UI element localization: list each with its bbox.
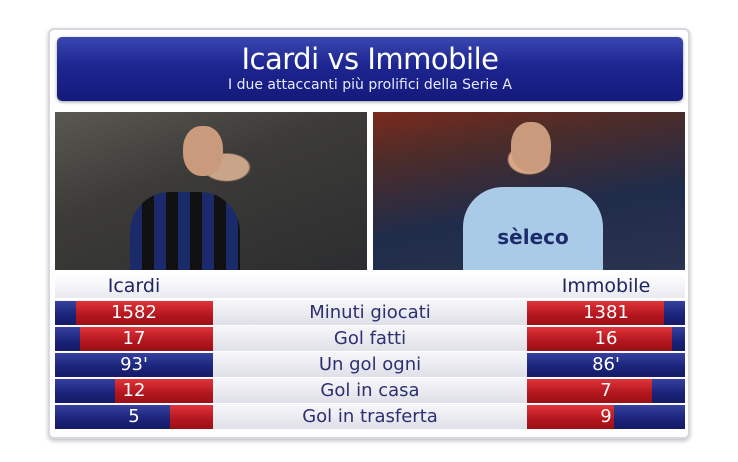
player-names: Icardi Immobile (55, 274, 685, 298)
stat-row: 12 Gol in casa 7 (55, 378, 685, 404)
stat-label: Gol in casa (320, 380, 420, 401)
left-bar-fill (115, 379, 213, 403)
left-bar: 1582 (55, 301, 213, 325)
stat-label: Minuti giocati (309, 302, 431, 323)
right-bar: 16 (527, 327, 685, 351)
right-bar: 7 (527, 379, 685, 403)
right-value: 7 (600, 380, 612, 401)
jersey-sponsor: sèleco (463, 187, 603, 270)
right-bar: 9 (527, 405, 685, 429)
left-value: 17 (122, 328, 146, 349)
left-bar: 93' (55, 353, 213, 377)
left-bar-fill (75, 301, 213, 325)
right-value: 9 (600, 406, 612, 427)
stat-row: 17 Gol fatti 16 (55, 326, 685, 352)
left-value: 93' (120, 354, 148, 375)
right-value: 86' (592, 354, 620, 375)
stat-row: 1582 Minuti giocati 1381 (55, 300, 685, 326)
stat-row: 5 Gol in trasferta 9 (55, 404, 685, 430)
left-bar: 17 (55, 327, 213, 351)
right-bar: 1381 (527, 301, 685, 325)
player-name-right: Immobile (561, 275, 651, 297)
stats-table: 1582 Minuti giocati 1381 17 Gol fatti 16 9… (55, 300, 685, 430)
subtitle: I due attaccanti più prolifici della Ser… (228, 77, 512, 93)
right-bar-fill (527, 379, 652, 403)
right-bar-fill (527, 405, 614, 429)
photo-icardi (55, 112, 367, 270)
title: Icardi vs Immobile (241, 42, 499, 76)
photo-immobile: sèleco (373, 112, 685, 270)
right-bar: 86' (527, 353, 685, 377)
stat-label: Gol in trasferta (302, 406, 438, 427)
jersey (130, 192, 240, 270)
left-bar: 5 (55, 405, 213, 429)
right-bar-fill (527, 327, 673, 351)
left-bar: 12 (55, 379, 213, 403)
left-value: 5 (128, 406, 140, 427)
right-bar-fill (527, 301, 665, 325)
right-value: 16 (594, 328, 618, 349)
left-bar-fill (80, 327, 213, 351)
left-bar-fill (170, 405, 213, 429)
player-name-left: Icardi (107, 275, 161, 297)
left-value: 1582 (111, 302, 157, 323)
right-value: 1381 (583, 302, 629, 323)
stat-row: 93' Un gol ogni 86' (55, 352, 685, 378)
stat-label: Un gol ogni (318, 354, 422, 375)
left-value: 12 (122, 380, 146, 401)
head (511, 122, 551, 172)
stat-label: Gol fatti (333, 328, 407, 349)
head (183, 126, 223, 176)
header-banner: Icardi vs Immobile I due attaccanti più … (57, 37, 683, 101)
